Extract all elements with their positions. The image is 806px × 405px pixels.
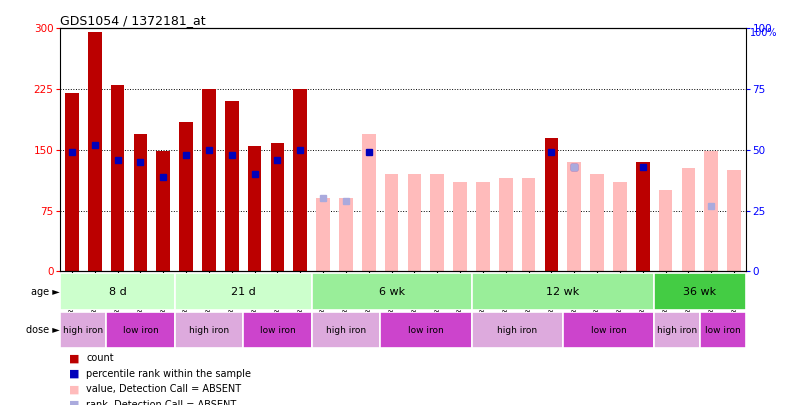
Text: age ►: age ►: [31, 287, 60, 296]
Bar: [430, 174, 444, 271]
Text: low iron: low iron: [591, 326, 626, 335]
Text: 6 wk: 6 wk: [379, 287, 405, 296]
Bar: [156, 151, 170, 271]
Bar: [636, 162, 650, 271]
Bar: [545, 138, 559, 271]
Bar: [362, 134, 376, 271]
Bar: [293, 89, 307, 271]
Bar: [65, 93, 79, 271]
Bar: [362, 134, 376, 271]
Bar: [88, 32, 102, 271]
Bar: [613, 182, 627, 271]
Bar: [567, 162, 581, 271]
Bar: [384, 174, 398, 271]
Text: ■: ■: [69, 384, 79, 394]
Text: low iron: low iron: [123, 326, 158, 335]
Text: high iron: high iron: [63, 326, 103, 335]
Text: ■: ■: [69, 369, 79, 379]
Text: count: count: [86, 354, 114, 363]
Text: high iron: high iron: [497, 326, 538, 335]
Bar: [60, 273, 175, 310]
Bar: [243, 312, 312, 348]
Text: high iron: high iron: [326, 326, 366, 335]
Text: 8 d: 8 d: [109, 287, 127, 296]
Bar: [727, 170, 741, 271]
Bar: [247, 146, 261, 271]
Bar: [380, 312, 472, 348]
Bar: [700, 312, 746, 348]
Bar: [682, 168, 696, 271]
Bar: [654, 312, 700, 348]
Text: percentile rank within the sample: percentile rank within the sample: [86, 369, 251, 379]
Bar: [225, 101, 239, 271]
Bar: [476, 182, 490, 271]
Bar: [472, 273, 654, 310]
Bar: [453, 182, 467, 271]
Text: high iron: high iron: [657, 326, 697, 335]
Bar: [202, 89, 216, 271]
Text: ■: ■: [69, 400, 79, 405]
Text: 100%: 100%: [750, 28, 777, 38]
Text: low iron: low iron: [260, 326, 295, 335]
Bar: [271, 143, 285, 271]
Text: 12 wk: 12 wk: [546, 287, 580, 296]
Bar: [590, 174, 604, 271]
Bar: [106, 312, 175, 348]
Text: 21 d: 21 d: [231, 287, 256, 296]
Text: low iron: low iron: [408, 326, 444, 335]
Text: low iron: low iron: [704, 326, 741, 335]
Bar: [339, 198, 353, 271]
Text: value, Detection Call = ABSENT: value, Detection Call = ABSENT: [86, 384, 241, 394]
Text: rank, Detection Call = ABSENT: rank, Detection Call = ABSENT: [86, 400, 236, 405]
Bar: [472, 312, 563, 348]
Bar: [175, 273, 312, 310]
Bar: [499, 178, 513, 271]
Bar: [521, 178, 535, 271]
Bar: [567, 162, 581, 271]
Bar: [110, 85, 124, 271]
Bar: [60, 312, 106, 348]
Text: 36 wk: 36 wk: [683, 287, 717, 296]
Bar: [312, 312, 380, 348]
Text: dose ►: dose ►: [26, 325, 60, 335]
Bar: [659, 190, 672, 271]
Bar: [134, 134, 147, 271]
Bar: [408, 174, 422, 271]
Bar: [312, 273, 472, 310]
Text: high iron: high iron: [189, 326, 229, 335]
Bar: [654, 273, 746, 310]
Text: ■: ■: [69, 354, 79, 363]
Text: GDS1054 / 1372181_at: GDS1054 / 1372181_at: [60, 14, 206, 27]
Bar: [704, 151, 718, 271]
Bar: [175, 312, 243, 348]
Bar: [316, 198, 330, 271]
Bar: [563, 312, 654, 348]
Bar: [179, 122, 193, 271]
